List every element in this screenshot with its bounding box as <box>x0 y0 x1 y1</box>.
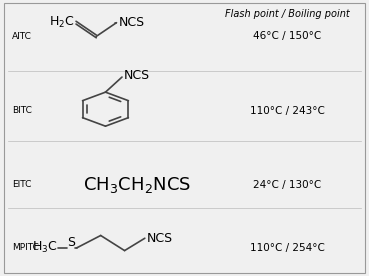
Text: H$_2$C: H$_2$C <box>49 15 74 30</box>
Text: NCS: NCS <box>146 232 173 245</box>
Text: 46°C / 150°C: 46°C / 150°C <box>253 31 321 41</box>
Text: 110°C / 243°C: 110°C / 243°C <box>250 105 325 116</box>
FancyBboxPatch shape <box>4 3 365 273</box>
Text: EITC: EITC <box>12 180 31 189</box>
Text: NCS: NCS <box>118 16 144 29</box>
Text: 24°C / 130°C: 24°C / 130°C <box>253 180 321 190</box>
Text: MPITC: MPITC <box>12 243 39 252</box>
Text: S: S <box>67 236 75 249</box>
Text: NCS: NCS <box>124 69 150 82</box>
Text: BITC: BITC <box>12 106 32 115</box>
Text: 110°C / 254°C: 110°C / 254°C <box>250 243 325 253</box>
Text: Flash point / Boiling point: Flash point / Boiling point <box>225 9 350 19</box>
Text: H$_3$C: H$_3$C <box>32 240 58 255</box>
Text: AITC: AITC <box>12 32 32 41</box>
Text: CH$_3$CH$_2$NCS: CH$_3$CH$_2$NCS <box>83 175 191 195</box>
